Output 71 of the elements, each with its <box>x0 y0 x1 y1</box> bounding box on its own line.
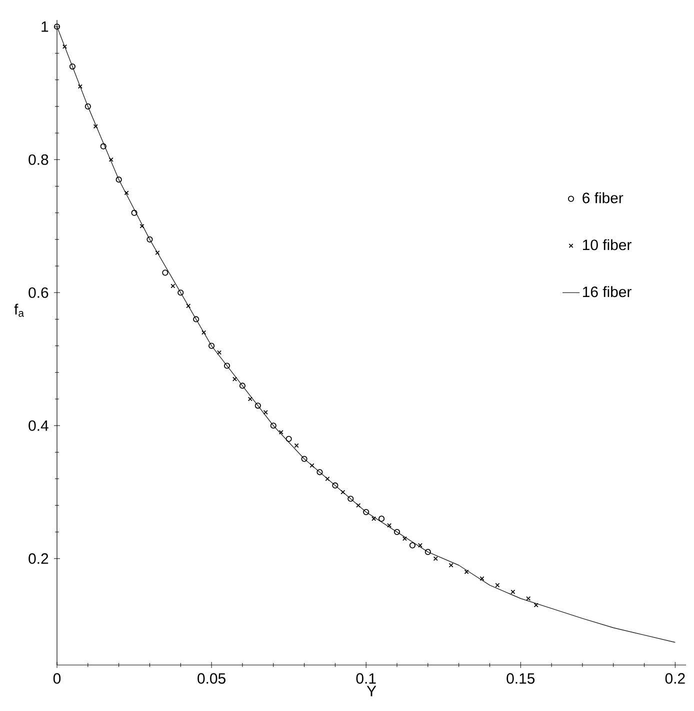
y-axis-title: f$_{a}$ <box>14 304 24 317</box>
y-tick-label: 0.8 <box>28 154 48 165</box>
point <box>84 103 91 110</box>
y-tick-label: 0.2 <box>28 553 48 564</box>
point <box>248 396 252 402</box>
point <box>146 236 153 242</box>
point <box>294 443 299 448</box>
point <box>69 64 76 70</box>
x-tick-label: 0.1 <box>356 673 376 684</box>
point <box>356 503 361 508</box>
point <box>464 570 469 574</box>
point <box>418 543 422 548</box>
y-tick-label: 0.4 <box>28 420 48 431</box>
point <box>495 582 500 588</box>
point <box>526 596 531 601</box>
point <box>170 284 176 288</box>
point <box>140 224 144 228</box>
legend-label: 10 fiber <box>583 239 632 250</box>
point <box>325 476 330 482</box>
point <box>93 124 98 129</box>
point <box>270 422 276 429</box>
point <box>372 516 376 521</box>
point <box>232 376 238 382</box>
point <box>239 382 246 389</box>
point <box>310 463 314 468</box>
point <box>254 402 261 409</box>
point <box>510 590 516 594</box>
point <box>448 562 454 568</box>
legend-label: 6 fiber <box>582 192 624 204</box>
point <box>124 190 129 196</box>
x-tick-label: 0 <box>53 673 61 684</box>
point <box>480 576 484 581</box>
point <box>286 436 292 442</box>
point <box>424 548 431 555</box>
y-tick-label: 1 <box>42 22 48 32</box>
point <box>202 330 206 335</box>
point <box>224 362 230 369</box>
point <box>534 602 538 608</box>
point <box>316 469 323 476</box>
point <box>278 430 284 435</box>
point <box>193 316 200 322</box>
y-tick-label: 0.6 <box>28 287 48 298</box>
point <box>394 528 400 536</box>
x-axis-title: Y <box>366 686 376 696</box>
point <box>108 157 114 162</box>
point <box>131 210 138 216</box>
point <box>100 143 106 150</box>
point <box>433 556 438 561</box>
x-tick-label: 0.2 <box>665 673 685 684</box>
point <box>378 516 385 522</box>
point <box>62 44 68 49</box>
point <box>301 456 308 462</box>
x-tick-label: 0.15 <box>506 673 535 684</box>
point <box>116 176 122 183</box>
point <box>402 536 408 541</box>
point <box>409 542 416 548</box>
legend-label: 16 fiber <box>583 286 632 298</box>
point <box>363 509 370 516</box>
point <box>263 410 268 415</box>
x-tick-label: 0.05 <box>198 673 226 684</box>
point <box>386 523 392 528</box>
point <box>216 350 222 355</box>
point <box>178 290 184 296</box>
point <box>332 482 338 488</box>
point <box>348 496 354 502</box>
point <box>78 84 82 89</box>
point <box>162 270 168 276</box>
point <box>186 304 191 308</box>
point <box>208 342 215 349</box>
point <box>340 490 346 494</box>
point <box>155 250 160 256</box>
